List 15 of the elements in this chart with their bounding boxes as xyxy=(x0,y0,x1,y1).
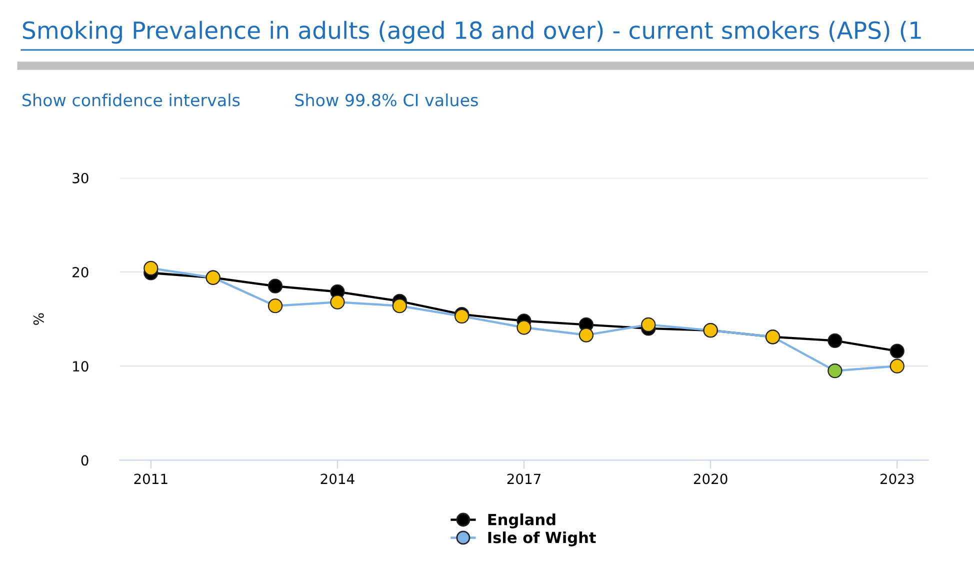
y-tick-label: 10 xyxy=(73,361,88,372)
legend-label: England xyxy=(488,513,556,528)
y-tick-label: 0 xyxy=(81,455,88,466)
y-axis-title: % xyxy=(33,313,44,325)
x-tick-label: 2017 xyxy=(507,474,540,484)
x-tick-label: 2014 xyxy=(320,474,354,484)
legend-label: Isle of Wight xyxy=(488,531,596,546)
x-tick-label: 2020 xyxy=(694,474,728,484)
y-tick-label: 20 xyxy=(72,266,88,278)
x-tick-label: 2011 xyxy=(134,474,168,484)
chart-title: Smoking Prevalence in adults (aged 18 and over) - current smokers (APS) (1 xyxy=(22,20,921,44)
y-tick-label: 30 xyxy=(72,172,88,184)
x-tick-label: 2023 xyxy=(880,474,914,484)
text: Show 99.8% CI values xyxy=(295,93,478,106)
text: Show confidence intervals xyxy=(22,93,240,106)
